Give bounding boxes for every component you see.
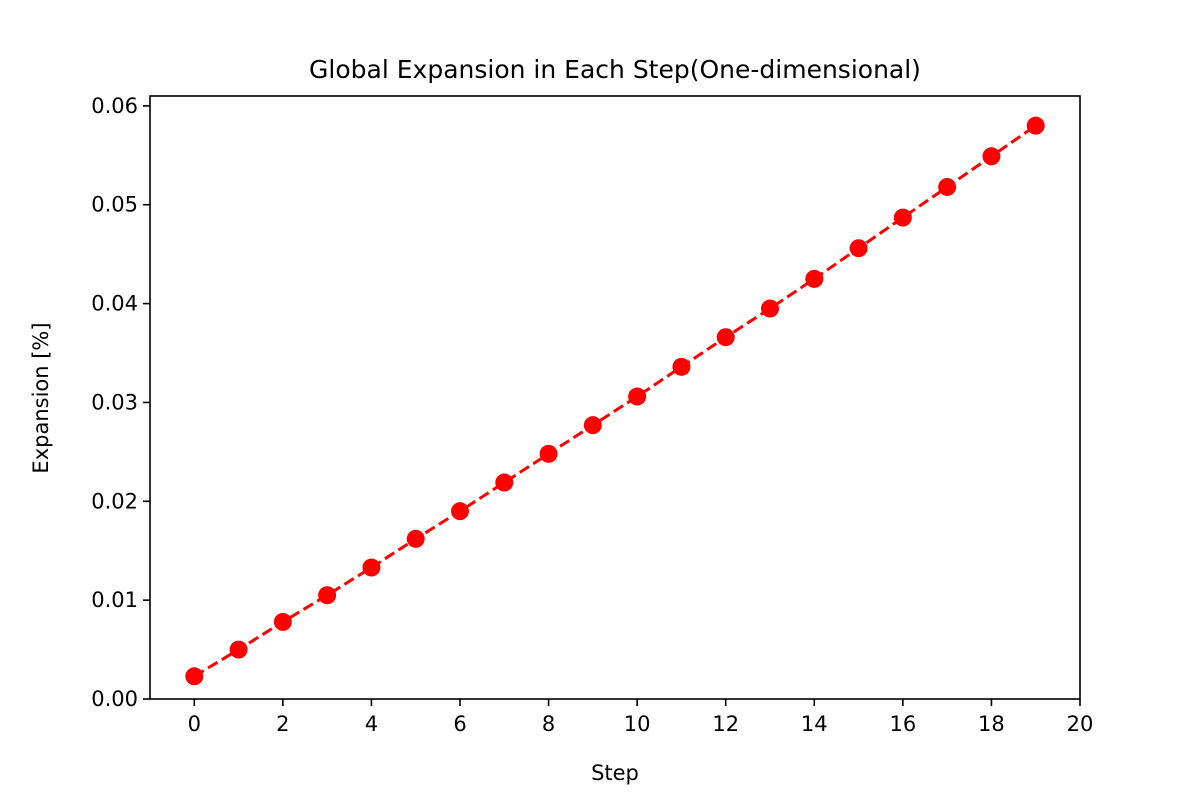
data-point xyxy=(672,357,691,376)
x-tick-label: 14 xyxy=(801,712,828,736)
x-tick-label: 16 xyxy=(889,712,916,736)
axes-frame xyxy=(149,95,1081,700)
chart-title: Global Expansion in Each Step(One-dimens… xyxy=(309,55,921,84)
y-tick-label: 0.03 xyxy=(91,390,138,414)
y-tick-label: 0.02 xyxy=(91,489,138,513)
data-point xyxy=(893,208,912,227)
x-tick-label: 2 xyxy=(276,712,289,736)
data-point xyxy=(362,558,381,577)
data-point xyxy=(495,473,514,492)
x-axis-label: Step xyxy=(591,761,639,785)
data-point xyxy=(761,299,779,318)
data-point xyxy=(805,269,824,288)
data-point xyxy=(583,416,602,435)
x-tick-label: 4 xyxy=(365,712,378,736)
data-point xyxy=(716,328,735,347)
y-axis-label: Expansion [%] xyxy=(29,322,53,473)
y-tick-label: 0.00 xyxy=(91,687,138,711)
data-point xyxy=(849,239,868,258)
data-point xyxy=(451,502,469,521)
y-tick-label: 0.05 xyxy=(91,193,138,217)
x-tick-label: 10 xyxy=(624,712,651,736)
data-point xyxy=(539,444,558,463)
x-tick-label: 0 xyxy=(188,712,201,736)
x-tick-label: 18 xyxy=(978,712,1005,736)
x-tick-label: 6 xyxy=(453,712,466,736)
data-point xyxy=(628,387,647,406)
data-point xyxy=(229,640,248,659)
data-point xyxy=(938,177,957,196)
x-axis-ticks: 0 2 4 6 8 10 12 14 16 18 20 xyxy=(188,699,1094,736)
data-point xyxy=(273,612,292,631)
data-point xyxy=(1026,116,1045,135)
y-tick-label: 0.06 xyxy=(91,94,138,118)
x-tick-label: 12 xyxy=(712,712,739,736)
data-point xyxy=(185,667,204,686)
y-tick-label: 0.01 xyxy=(91,588,138,612)
x-tick-label: 8 xyxy=(542,712,555,736)
x-tick-label: 20 xyxy=(1067,712,1094,736)
plot-area xyxy=(149,95,1081,700)
data-point xyxy=(982,147,1001,166)
data-point xyxy=(406,529,425,548)
data-point xyxy=(318,586,337,605)
y-tick-label: 0.04 xyxy=(91,292,138,316)
y-axis-ticks: 0.00 0.01 0.02 0.03 0.04 0.05 0.06 xyxy=(91,94,150,711)
